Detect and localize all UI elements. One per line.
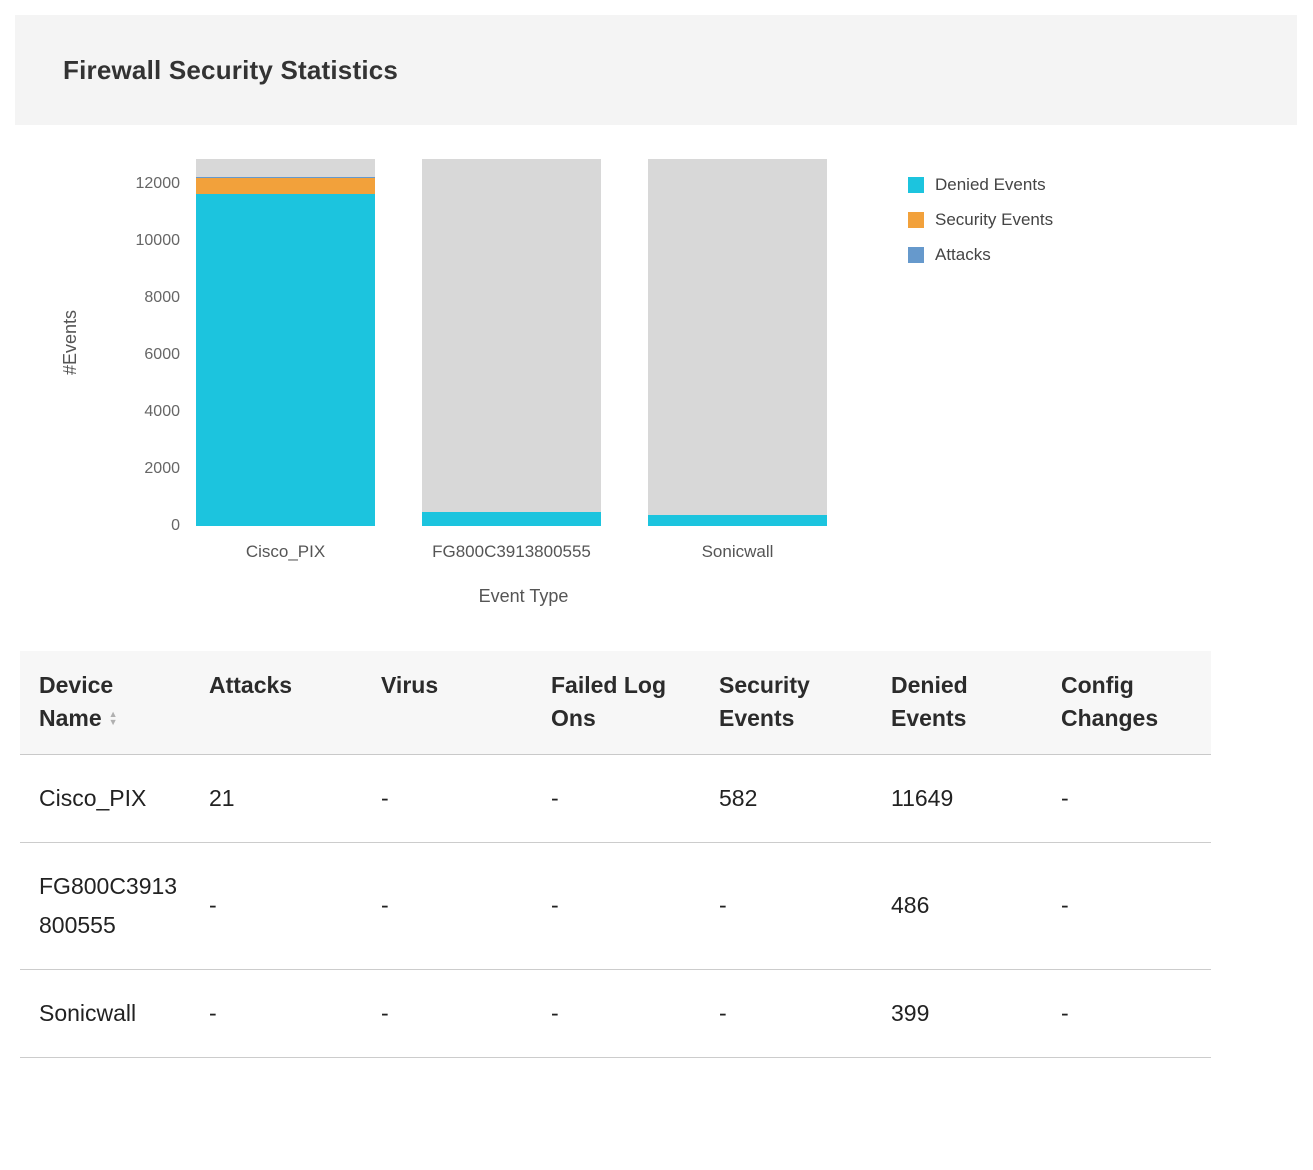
value-cell-failed-log-ons: - (532, 842, 700, 970)
plot-area: 0 2000 4000 6000 8000 10000 12000 (136, 159, 851, 534)
column-header-failed-log-ons: Failed Log Ons (532, 651, 700, 755)
y-axis-title: #Events (60, 309, 80, 376)
y-tick-label: 0 (171, 517, 180, 534)
column-header-device-name[interactable]: Device Name ▲ ▼ (20, 651, 190, 755)
x-axis-title: Event Type (478, 586, 569, 606)
table-row-sonicwall: Sonicwall - - - -399- (20, 969, 1211, 1059)
bar-segment-denied-events-cisco-pix[interactable] (196, 194, 375, 526)
value-cell-denied-events: 11649 (872, 754, 1042, 843)
bar-track-fg800c3913800555 (422, 159, 601, 526)
column-header-attacks: Attacks (190, 651, 362, 755)
page-header: Firewall Security Statistics (15, 15, 1297, 125)
device-stats-table: Device Name ▲ ▼ Attacks Virus Failed Log Ons S… (20, 651, 1211, 1059)
value-cell-security-events: - (700, 842, 872, 970)
legend-swatch-security-events (908, 212, 924, 228)
value-cell-attacks: - (190, 969, 362, 1059)
bar-stack-sonicwall (648, 514, 827, 526)
bar-segment-denied-events-fg800c3913800555[interactable] (422, 512, 601, 526)
legend-label-security-events: Security Events (935, 210, 1054, 229)
column-header-virus: Virus (362, 651, 532, 755)
legend-swatch-denied-events (908, 177, 924, 193)
y-tick-label: 2000 (144, 460, 180, 478)
table-row-fg800c3913800555: FG800C3913800555- - - -486- (20, 842, 1211, 970)
y-tick-label: 10000 (135, 232, 181, 250)
value-cell-failed-log-ons: - (532, 969, 700, 1059)
value-cell-config-changes: - (1042, 969, 1211, 1059)
y-tick-label: 12000 (135, 175, 181, 193)
value-cell-config-changes: - (1042, 754, 1211, 843)
value-cell-virus: - (362, 969, 532, 1059)
bar-stack-fg800c3913800555 (422, 512, 601, 526)
bar-segment-security-events-cisco-pix[interactable] (196, 177, 375, 195)
legend-label-denied-events: Denied Events (935, 175, 1046, 194)
legend-item-attacks[interactable]: Attacks (908, 245, 1053, 265)
bar-segment-denied-events-sonicwall[interactable] (648, 514, 827, 526)
y-tick-label: 6000 (144, 346, 180, 364)
bar-segment-attacks-cisco-pix[interactable] (196, 176, 375, 178)
value-cell-security-events: 582 (700, 754, 872, 843)
value-cell-virus: - (362, 754, 532, 843)
x-axis-category-labels: Cisco_PIX FG800C3913800555 Sonicwall (196, 542, 851, 562)
table-row-cisco-pix: Cisco_PIX 21- -582 11649- (20, 754, 1211, 843)
legend-swatch-attacks (908, 247, 924, 263)
column-header-denied-events: Denied Events (872, 651, 1042, 755)
value-cell-attacks: - (190, 842, 362, 970)
firewall-events-chart: #Events 0 2000 4000 6000 8000 10000 12000 Cisc… (0, 159, 1313, 607)
value-cell-config-changes: - (1042, 842, 1211, 970)
x-category-label-sonicwall: Sonicwall (701, 542, 774, 561)
x-category-label-cisco-pix: Cisco_PIX (245, 542, 326, 561)
y-tick-label: 4000 (144, 403, 180, 421)
value-cell-denied-events: 399 (872, 969, 1042, 1059)
device-name-cell: FG800C3913800555 (20, 842, 190, 970)
value-cell-virus: - (362, 842, 532, 970)
column-header-config-changes: Config Changes (1042, 651, 1211, 755)
bars-row (196, 159, 851, 526)
chart-legend: Denied Events Security Events Attacks (908, 175, 1053, 607)
legend-label-attacks: Attacks (935, 245, 991, 264)
legend-item-security-events[interactable]: Security Events (908, 210, 1053, 230)
device-stats-table-wrap: Device Name ▲ ▼ Attacks Virus Failed Log Ons S… (20, 651, 1293, 1059)
value-cell-denied-events: 486 (872, 842, 1042, 970)
page-title: Firewall Security Statistics (63, 54, 399, 85)
y-tick-label: 8000 (144, 289, 180, 307)
value-cell-security-events: - (700, 969, 872, 1059)
bar-track-cisco-pix (196, 159, 375, 526)
bar-track-sonicwall (648, 159, 827, 526)
device-name-cell: Cisco_PIX (20, 754, 190, 843)
value-cell-attacks: 21 (190, 754, 362, 843)
bar-stack-cisco-pix (196, 176, 375, 526)
x-category-label-fg800c3913800555: FG800C3913800555 (432, 542, 591, 561)
value-cell-failed-log-ons: - (532, 754, 700, 843)
column-header-security-events: Security Events (700, 651, 872, 755)
sort-icon: ▲ ▼ (108, 709, 118, 728)
device-name-cell: Sonicwall (20, 969, 190, 1059)
legend-item-denied-events[interactable]: Denied Events (908, 175, 1053, 195)
